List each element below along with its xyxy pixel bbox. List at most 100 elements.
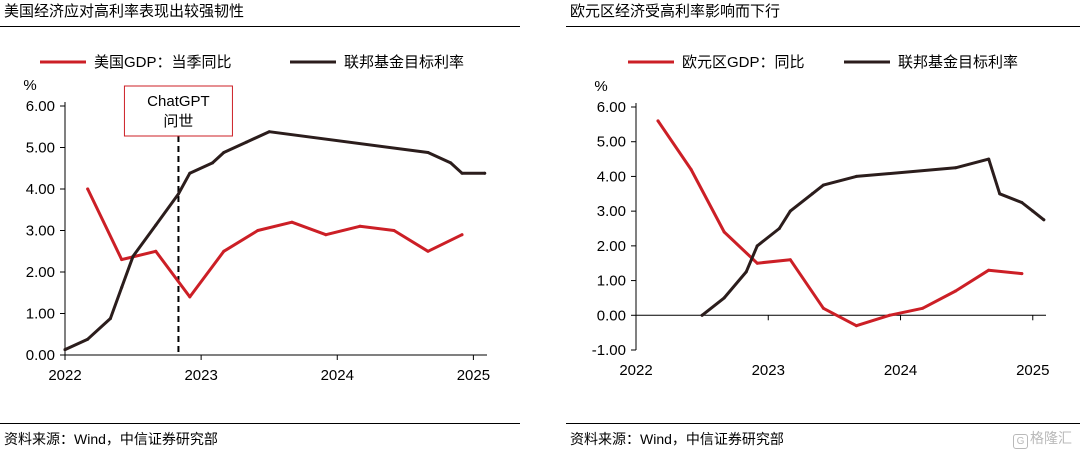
us-annotation-text: 问世: [163, 113, 193, 130]
us-y-unit-label: %: [23, 77, 36, 94]
eurozone-legend-label-gdp: 欧元区GDP：同比: [682, 54, 805, 71]
us-y-tick-label: 1.00: [26, 306, 55, 323]
eurozone-gdp-point: [854, 324, 858, 328]
eurozone-fed-rate-point: [1042, 218, 1046, 222]
eurozone-x-tick-label: 2022: [619, 362, 652, 379]
us-fed-rate-point: [176, 192, 180, 196]
us-fed-rate-point: [426, 151, 430, 154]
us-fed-rate-point: [120, 285, 124, 289]
gelonghui-logo-icon: G: [1013, 434, 1028, 449]
us-chart-panel: 美国经济应对高利率表现出较强韧性 % 0.00 1.00 2.00 3.00 4.00 5.…: [0, 0, 520, 454]
eurozone-y-unit-label: %: [594, 78, 607, 95]
eurozone-fed-rate-point: [854, 174, 858, 178]
eurozone-gdp-point: [954, 289, 958, 293]
us-gdp-point: [392, 229, 396, 232]
us-fed-rate-point: [108, 317, 112, 320]
eurozone-gdp-point: [921, 306, 925, 310]
us-gdp-point: [86, 187, 90, 191]
eurozone-fed-rate-point: [987, 157, 991, 161]
eurozone-y-tick-label: 3.00: [597, 203, 626, 220]
us-fed-rate-point: [267, 130, 271, 134]
eurozone-fed-rate-point: [1020, 201, 1024, 204]
us-x-tick-label: 2023: [184, 367, 217, 384]
us-fed-rate-point: [211, 161, 214, 165]
us-fed-rate-point: [63, 348, 67, 352]
eurozone-fed-rate-point: [821, 183, 825, 187]
us-fed-rate-point: [449, 161, 453, 165]
eurozone-x-tick-label: 2024: [884, 362, 917, 379]
us-gdp-line: [86, 187, 464, 299]
eurozone-fed-rate-point: [755, 244, 759, 248]
us-legend-label-fed-rate: 联邦基金目标利率: [344, 54, 464, 71]
eurozone-chart-source: 资料来源：Wind，中信证券研究部: [570, 431, 784, 447]
eurozone-gdp-point: [788, 258, 792, 262]
us-gdp-point: [358, 224, 362, 228]
eurozone-gdp-point: [755, 261, 759, 265]
eurozone-fed-rate-point: [722, 296, 726, 300]
eurozone-gdp-line: [656, 119, 1024, 328]
eurozone-y-tick-label: 4.00: [597, 168, 626, 185]
eurozone-fed-rate-point: [788, 209, 792, 213]
eurozone-fed-rate-point: [744, 270, 748, 274]
us-y-tick-label: 0.00: [26, 347, 55, 364]
us-gdp-point: [188, 295, 192, 299]
us-gdp-point: [154, 249, 158, 253]
us-chart-title: 美国经济应对高利率表现出较强韧性: [4, 3, 245, 20]
us-fed-rate-point: [188, 171, 192, 175]
us-source-rule: [0, 423, 520, 424]
us-title-rule: [0, 26, 520, 27]
eurozone-fed-rate-point: [998, 192, 1002, 196]
eurozone-gdp-point: [987, 268, 991, 272]
eurozone-legend-label-fed-rate: 联邦基金目标利率: [898, 54, 1018, 71]
us-fed-rate-point: [460, 171, 464, 175]
us-fed-rate-point: [245, 140, 248, 144]
eurozone-fed-rate-line: [700, 157, 1046, 317]
us-x-tick-label: 2024: [321, 367, 354, 384]
us-gdp-point: [222, 249, 226, 253]
eurozone-fed-rate-point: [1031, 209, 1035, 213]
eurozone-y-tick-label: 1.00: [597, 273, 626, 290]
eurozone-gdp-point: [821, 306, 825, 310]
us-gdp-point: [460, 233, 464, 237]
eurozone-y-tick-label: 2.00: [597, 238, 626, 255]
eurozone-gdp-point: [656, 119, 660, 123]
us-chart: % 0.00 1.00 2.00 3.00 4.00 5.00 6.00 2022 2023 202…: [23, 54, 490, 384]
us-fed-rate-point: [222, 151, 226, 154]
us-gdp-point: [426, 249, 430, 253]
us-fed-rate-line: [63, 130, 487, 352]
eurozone-gdp-point: [689, 168, 693, 171]
us-annotation-box: [123, 85, 233, 137]
us-fed-rate-point: [483, 171, 487, 175]
us-x-tick-label: 2022: [48, 367, 81, 384]
eurozone-title-rule: [566, 26, 1080, 27]
us-y-tick-label: 6.00: [26, 98, 55, 115]
us-legend-label-gdp: 美国GDP：当季同比: [94, 54, 232, 71]
eurozone-fed-rate-point: [777, 227, 781, 230]
eurozone-gdp-point: [1020, 272, 1024, 276]
eurozone-x-tick-label: 2023: [752, 362, 785, 379]
eurozone-chart: % -1.00 0.00 1.00 2.00 3.00 4.00 5.00 6.00 2022 20…: [592, 54, 1050, 379]
eurozone-y-tick-label: 5.00: [597, 134, 626, 151]
eurozone-y-tick-label: 0.00: [597, 307, 626, 324]
eurozone-source-rule: [566, 423, 1080, 424]
eurozone-fed-rate-point: [954, 166, 958, 170]
eurozone-gdp-point: [722, 230, 726, 234]
eurozone-fed-rate-point: [700, 313, 704, 317]
us-chart-source: 资料来源：Wind，中信证券研究部: [4, 431, 218, 447]
us-x-tick-label: 2025: [457, 367, 490, 384]
us-gdp-point: [290, 220, 294, 224]
eurozone-chart-panel: 欧元区经济受高利率影响而下行 % -1.00 0.00 1.00 2.00 3.00 4.0…: [566, 0, 1080, 454]
eurozone-x-tick-label: 2025: [1016, 362, 1049, 379]
us-fed-rate-point: [154, 223, 158, 227]
us-gdp-point: [120, 258, 124, 262]
eurozone-fed-rate-point: [810, 192, 814, 196]
eurozone-gdp-point: [888, 313, 891, 317]
watermark-text: 格隆汇: [1030, 430, 1072, 446]
us-gdp-point: [324, 233, 328, 237]
us-annotation-text: ChatGPT: [147, 93, 210, 110]
us-gdp-point: [256, 229, 260, 232]
us-fed-rate-point: [86, 337, 90, 341]
us-y-tick-label: 2.00: [26, 264, 55, 281]
gelonghui-watermark: G 格隆汇: [1013, 428, 1072, 449]
eurozone-y-tick-label: -1.00: [592, 342, 626, 359]
